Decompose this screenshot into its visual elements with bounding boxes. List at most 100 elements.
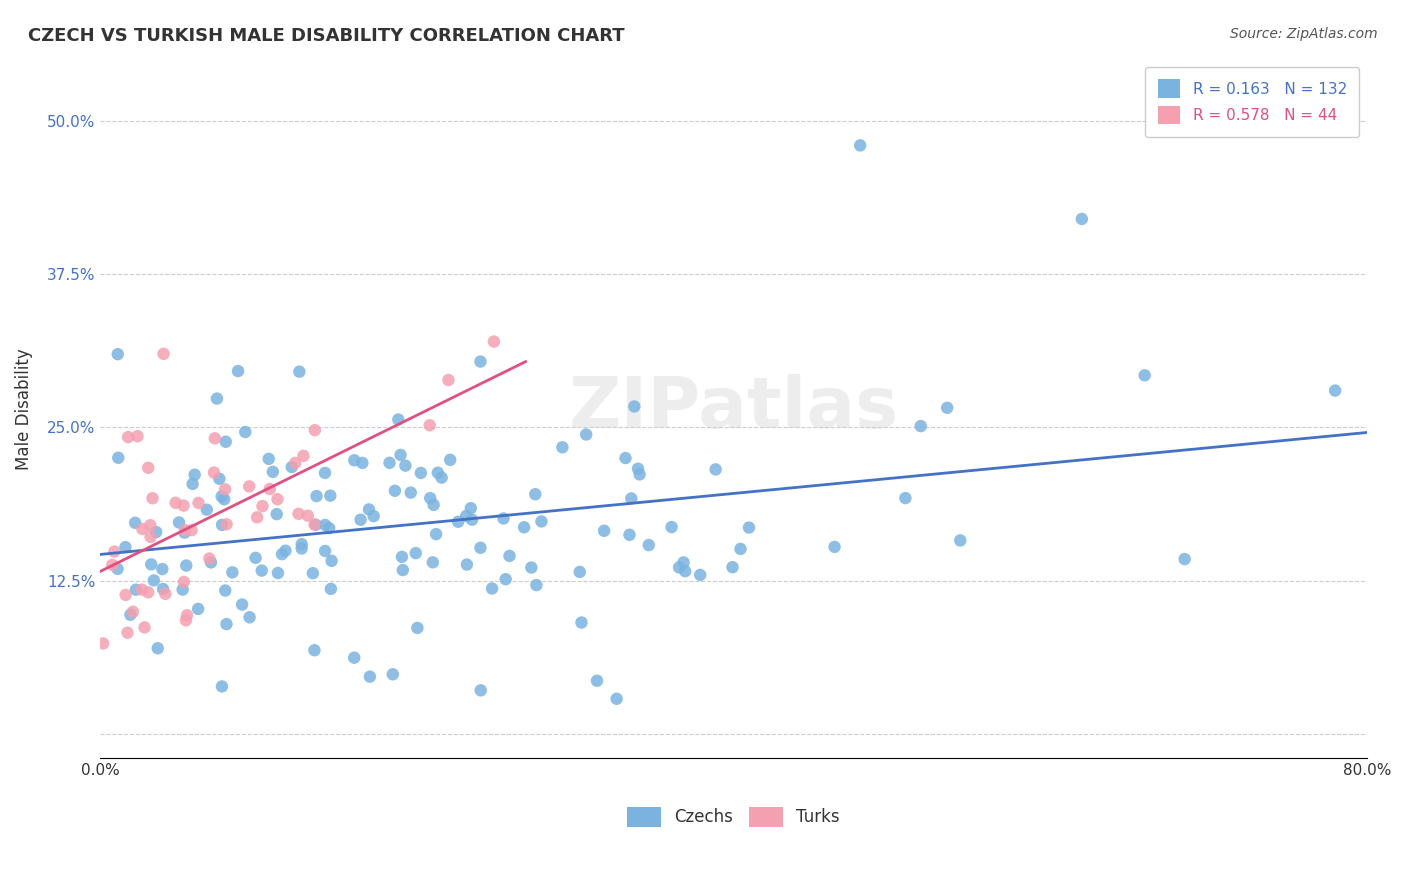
Point [297,508,319,523]
Point [152,347,174,361]
Point [551,440,574,454]
Point [103,544,125,558]
Point [349,513,371,527]
Point [495,572,517,586]
Point [359,670,381,684]
Point [181,476,204,491]
Text: Source: ZipAtlas.com: Source: ZipAtlas.com [1230,27,1378,41]
Point [394,458,416,473]
Point [419,418,441,433]
Point [343,453,366,467]
Point [593,524,616,538]
Point [470,354,492,368]
Point [304,423,326,437]
Point [214,583,236,598]
Point [673,564,696,578]
Point [704,462,727,476]
Point [101,558,124,572]
Point [231,598,253,612]
Point [314,466,336,480]
Point [305,489,328,503]
Point [389,448,412,462]
Point [730,541,752,556]
Point [198,551,221,566]
Point [381,667,404,681]
Point [824,540,846,554]
Point [849,138,872,153]
Point [1133,368,1156,383]
Point [174,523,197,537]
Point [586,673,609,688]
Point [378,456,401,470]
Point [150,562,173,576]
Point [211,490,233,504]
Point [894,491,917,505]
Point [221,566,243,580]
Point [139,518,162,533]
Point [721,560,744,574]
Point [226,364,249,378]
Point [672,555,695,569]
Point [482,334,505,349]
Point [202,466,225,480]
Point [146,641,169,656]
Point [949,533,972,548]
Point [284,456,307,470]
Point [575,427,598,442]
Point [124,516,146,530]
Point [620,491,643,506]
Point [214,483,236,497]
Point [530,515,553,529]
Point [513,520,536,534]
Point [352,456,374,470]
Point [141,558,163,572]
Point [571,615,593,630]
Point [245,550,267,565]
Point [287,507,309,521]
Point [391,563,413,577]
Point [131,582,153,597]
Point [195,502,218,516]
Point [114,540,136,554]
Point [141,491,163,506]
Point [155,587,177,601]
Point [131,522,153,536]
Point [117,625,139,640]
Point [470,541,492,555]
Point [266,507,288,521]
Point [250,564,273,578]
Point [738,520,761,534]
Point [174,558,197,573]
Point [117,430,139,444]
Point [165,496,187,510]
Text: ZIPatlas: ZIPatlas [568,375,898,443]
Point [180,523,202,537]
Point [125,582,148,597]
Point [173,525,195,540]
Point [215,617,238,632]
Point [107,450,129,465]
Point [262,465,284,479]
Point [520,560,543,574]
Y-axis label: Male Disability: Male Disability [15,348,32,470]
Point [668,560,690,574]
Point [212,492,235,507]
Point [208,472,231,486]
Point [1324,384,1347,398]
Point [274,543,297,558]
Point [239,610,262,624]
Point [252,499,274,513]
Point [127,429,149,443]
Point [470,683,492,698]
Point [409,466,432,480]
Point [271,547,294,561]
Point [292,449,315,463]
Point [257,451,280,466]
Point [619,528,641,542]
Point [291,541,314,556]
Point [107,562,129,576]
Point [142,574,165,588]
Point [456,558,478,572]
Point [136,585,159,599]
Point [91,636,114,650]
